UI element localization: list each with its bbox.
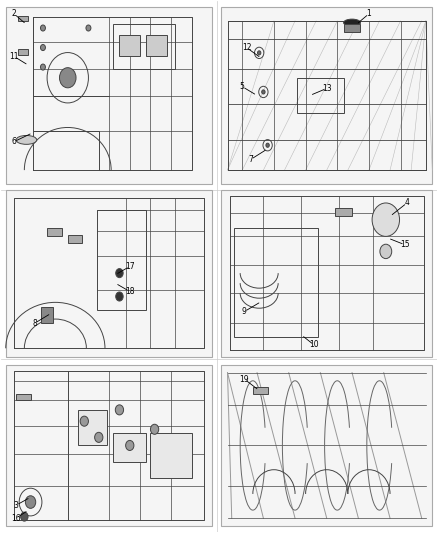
- Text: 5: 5: [240, 82, 245, 91]
- Text: 19: 19: [240, 375, 249, 384]
- Text: 17: 17: [125, 262, 134, 271]
- Bar: [16, 394, 31, 400]
- Text: 10: 10: [309, 341, 319, 350]
- Bar: [221, 190, 432, 357]
- Text: 9: 9: [242, 307, 247, 316]
- Circle shape: [380, 244, 392, 259]
- Text: 16: 16: [11, 514, 21, 523]
- Bar: [343, 25, 360, 31]
- Bar: [113, 432, 146, 462]
- Text: 1: 1: [367, 9, 371, 18]
- Circle shape: [115, 405, 124, 415]
- Circle shape: [126, 440, 134, 450]
- Circle shape: [372, 203, 399, 237]
- Ellipse shape: [343, 19, 360, 26]
- Bar: [253, 387, 268, 394]
- Bar: [6, 365, 212, 526]
- Bar: [68, 235, 82, 243]
- Circle shape: [116, 269, 123, 278]
- Bar: [234, 228, 318, 337]
- Circle shape: [150, 424, 159, 434]
- Text: 15: 15: [400, 240, 410, 249]
- Bar: [113, 25, 175, 69]
- Bar: [120, 35, 140, 56]
- Text: 11: 11: [9, 52, 19, 61]
- Circle shape: [266, 143, 269, 147]
- Bar: [297, 78, 343, 114]
- Text: 8: 8: [32, 319, 37, 328]
- Bar: [221, 7, 432, 184]
- Circle shape: [258, 51, 261, 55]
- Circle shape: [116, 292, 123, 301]
- Text: 18: 18: [125, 287, 134, 296]
- Circle shape: [40, 25, 46, 31]
- Bar: [146, 35, 167, 56]
- Text: 2: 2: [12, 9, 16, 18]
- Bar: [221, 365, 432, 526]
- Bar: [6, 7, 212, 184]
- Circle shape: [21, 512, 28, 521]
- Bar: [18, 15, 28, 21]
- Text: 13: 13: [322, 84, 332, 93]
- Bar: [97, 209, 146, 310]
- Circle shape: [40, 45, 46, 51]
- Ellipse shape: [16, 135, 37, 144]
- Circle shape: [40, 64, 46, 70]
- Bar: [335, 208, 352, 216]
- Bar: [6, 190, 212, 357]
- Text: 6: 6: [11, 137, 17, 146]
- Circle shape: [261, 90, 265, 94]
- Circle shape: [86, 25, 91, 31]
- Bar: [18, 50, 28, 55]
- Bar: [78, 410, 107, 446]
- Circle shape: [60, 68, 76, 88]
- Circle shape: [80, 416, 88, 426]
- Text: 12: 12: [242, 43, 251, 52]
- Text: 7: 7: [248, 155, 253, 164]
- Bar: [150, 432, 192, 478]
- Text: 3: 3: [14, 501, 18, 510]
- Bar: [47, 228, 62, 236]
- Bar: [41, 306, 53, 323]
- Circle shape: [95, 432, 103, 442]
- Text: 4: 4: [404, 198, 410, 207]
- Circle shape: [25, 496, 36, 508]
